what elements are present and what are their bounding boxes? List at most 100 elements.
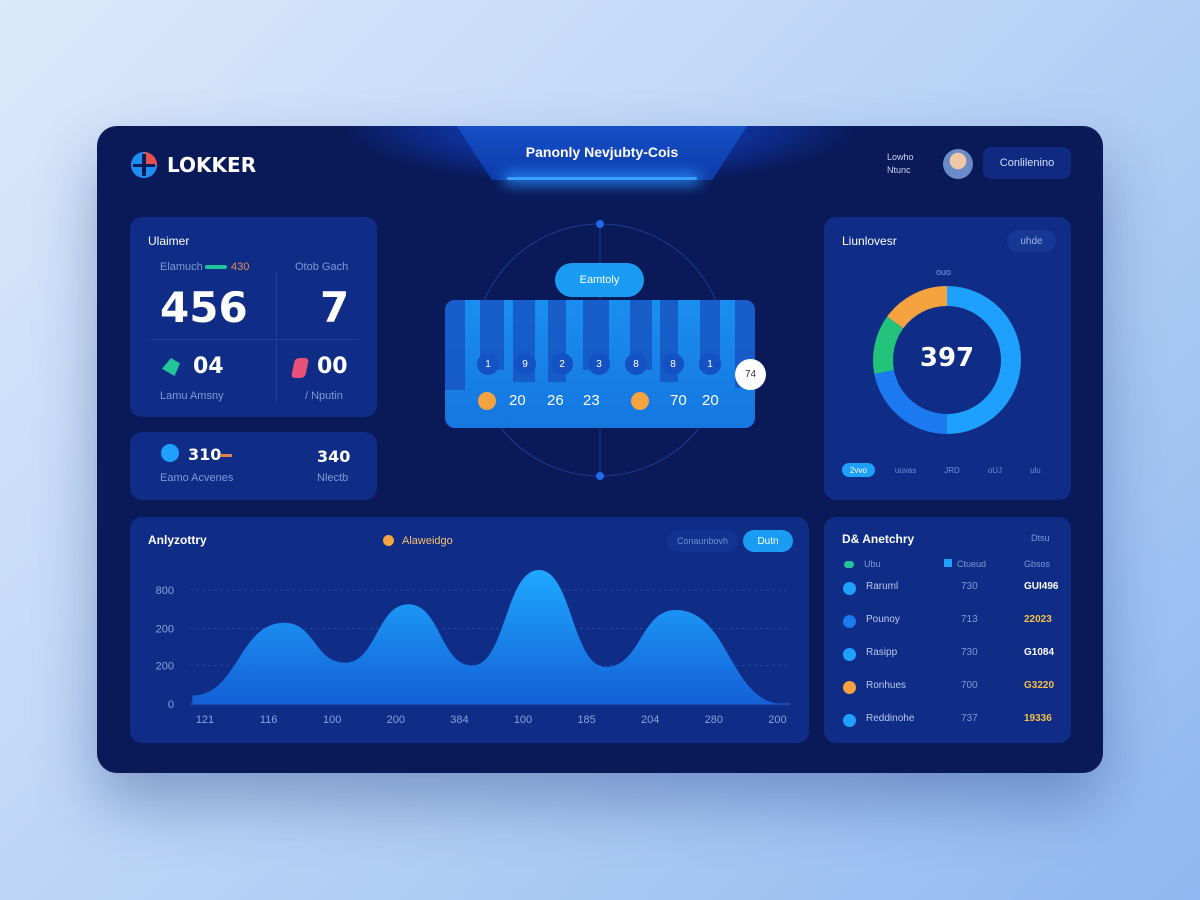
mini-stat-card: 310 Eamo Acvenes 340 Nlectb xyxy=(130,432,377,500)
header-accent-line xyxy=(507,177,697,180)
row-value: 700 xyxy=(961,680,978,691)
bottom-value: 23 xyxy=(583,392,600,409)
row-name[interactable]: Raruml xyxy=(866,581,899,592)
up-arrow-icon xyxy=(162,358,180,376)
step-circle: 3 xyxy=(588,353,610,375)
stats-left-badge: 430 xyxy=(231,261,250,273)
column-header: Ubu xyxy=(864,559,881,569)
orbit-node xyxy=(596,472,604,480)
row-name[interactable]: Rasipp xyxy=(866,647,898,658)
warning-dot-icon xyxy=(478,392,496,410)
step-circle: 1 xyxy=(699,353,721,375)
row-amount: G3220 xyxy=(1024,680,1055,691)
donut-title: Liunlovesr xyxy=(842,234,897,248)
list-title: D& Anetchry xyxy=(842,532,915,546)
bottom-value: 26 xyxy=(547,392,564,409)
donut-legend-item[interactable]: ulu xyxy=(1030,465,1041,475)
x-tick-label: 200 xyxy=(387,714,405,726)
list-header-right: Dtsu xyxy=(1031,533,1050,543)
row-value: 730 xyxy=(961,581,978,592)
step-circle: 2 xyxy=(551,353,573,375)
donut-legend-item[interactable]: 2vvo xyxy=(842,463,875,477)
x-tick-label: 100 xyxy=(514,714,532,726)
user-info: Lowho Ntunc xyxy=(887,151,914,177)
column-header: Gbsos xyxy=(1024,559,1051,569)
stats-right-label: Otob Gach xyxy=(295,261,349,273)
chart-legend: Alaweidgo xyxy=(402,535,453,547)
center-badge: 74 xyxy=(735,359,766,390)
mini-right-label: Nlectb xyxy=(317,472,349,484)
column-square-icon xyxy=(944,559,952,567)
row-amount: G1084 xyxy=(1024,647,1055,658)
column-header: Ctueud xyxy=(957,559,987,569)
stats-main-value: 456 xyxy=(160,283,248,332)
bar xyxy=(445,300,465,390)
donut-legend-item[interactable]: uuvas xyxy=(894,465,917,475)
row-value: 730 xyxy=(961,647,978,658)
donut-legend-item[interactable]: oUJ xyxy=(987,465,1003,475)
chart-apply-button[interactable]: Dutn xyxy=(743,530,793,552)
donut-slice-green xyxy=(873,316,904,374)
donut-caption: ouo xyxy=(936,267,952,277)
area-chart: 0 200 200 800 121 116 100 200 384 100 185 204 280 200 xyxy=(156,570,790,726)
row-dot-icon xyxy=(843,648,856,661)
step-circle: 1 xyxy=(477,353,499,375)
donut-legend-item[interactable]: JRD xyxy=(944,465,960,475)
divider xyxy=(150,339,358,340)
donut-slice-light-blue xyxy=(947,286,1021,434)
row-dot-icon xyxy=(843,582,856,595)
donut-filter-button[interactable]: uhde xyxy=(1007,230,1056,252)
chart-title: Anlyzottry xyxy=(148,533,207,547)
user-name: Lowho xyxy=(887,152,914,162)
warning-dot-icon xyxy=(631,392,649,410)
header-tab xyxy=(457,126,747,180)
stats-sub-right-label: / Nputin xyxy=(305,390,343,402)
row-amount: GUI496 xyxy=(1024,581,1059,592)
brand-logo[interactable]: LOKKER xyxy=(129,150,256,180)
row-name[interactable]: Reddinohe xyxy=(866,713,915,724)
x-tick-label: 200 xyxy=(768,714,786,726)
row-value: 737 xyxy=(961,713,978,724)
stats-card: Ulaimer Elamuch 430 Otob Gach 456 7 04 L… xyxy=(130,217,377,417)
stats-side-value: 7 xyxy=(320,283,350,332)
bar xyxy=(630,300,652,370)
avatar[interactable] xyxy=(943,149,973,179)
orbit-node xyxy=(596,220,604,228)
brand-name: LOKKER xyxy=(167,153,257,177)
stats-left-label: Elamuch xyxy=(160,261,203,273)
y-tick-label: 200 xyxy=(156,661,174,673)
y-tick-label: 800 xyxy=(156,585,174,597)
row-amount: 22023 xyxy=(1024,614,1052,625)
row-name[interactable]: Pounoy xyxy=(866,614,900,625)
donut-card: Liunlovesr uhde ouo 397 2vvo uuvas JRD oUJ u… xyxy=(824,217,1071,500)
stats-bar xyxy=(205,265,227,269)
stats-sub-right-value: 00 xyxy=(317,354,348,379)
logo-icon xyxy=(131,152,157,178)
x-tick-label: 185 xyxy=(577,714,595,726)
stats-sub-left-value: 04 xyxy=(193,354,224,379)
mini-label: Eamo Acvenes xyxy=(160,472,234,484)
x-tick-label: 280 xyxy=(705,714,723,726)
donut-slice-orange xyxy=(887,286,947,329)
status-dot-icon xyxy=(161,444,179,462)
mini-right-value: 340 xyxy=(317,447,351,466)
area-series xyxy=(192,570,784,704)
bottom-value: 20 xyxy=(702,392,719,409)
row-dot-icon xyxy=(843,615,856,628)
donut-chart xyxy=(873,286,1021,434)
donut-slice-blue xyxy=(874,370,947,434)
row-value: 713 xyxy=(961,614,978,625)
row-amount: 19336 xyxy=(1024,713,1052,724)
header-action-button[interactable]: Conlilenino xyxy=(983,147,1071,179)
center-pill-button[interactable]: Eamtoly xyxy=(555,263,644,297)
x-tick-label: 121 xyxy=(196,714,214,726)
divider xyxy=(276,272,277,402)
chart-range-button[interactable]: Conaunbovh xyxy=(667,530,738,552)
row-name[interactable]: Ronhues xyxy=(866,680,907,691)
column-dot-icon xyxy=(844,561,854,568)
area-chart-card: Anlyzottry Alaweidgo Conaunbovh Dutn 0 20… xyxy=(130,517,809,743)
x-tick-label: 384 xyxy=(450,714,468,726)
page-title: Panonly Nevjubty-Cois xyxy=(525,144,679,160)
legend-dot-icon xyxy=(383,535,394,546)
step-circle: 8 xyxy=(625,353,647,375)
